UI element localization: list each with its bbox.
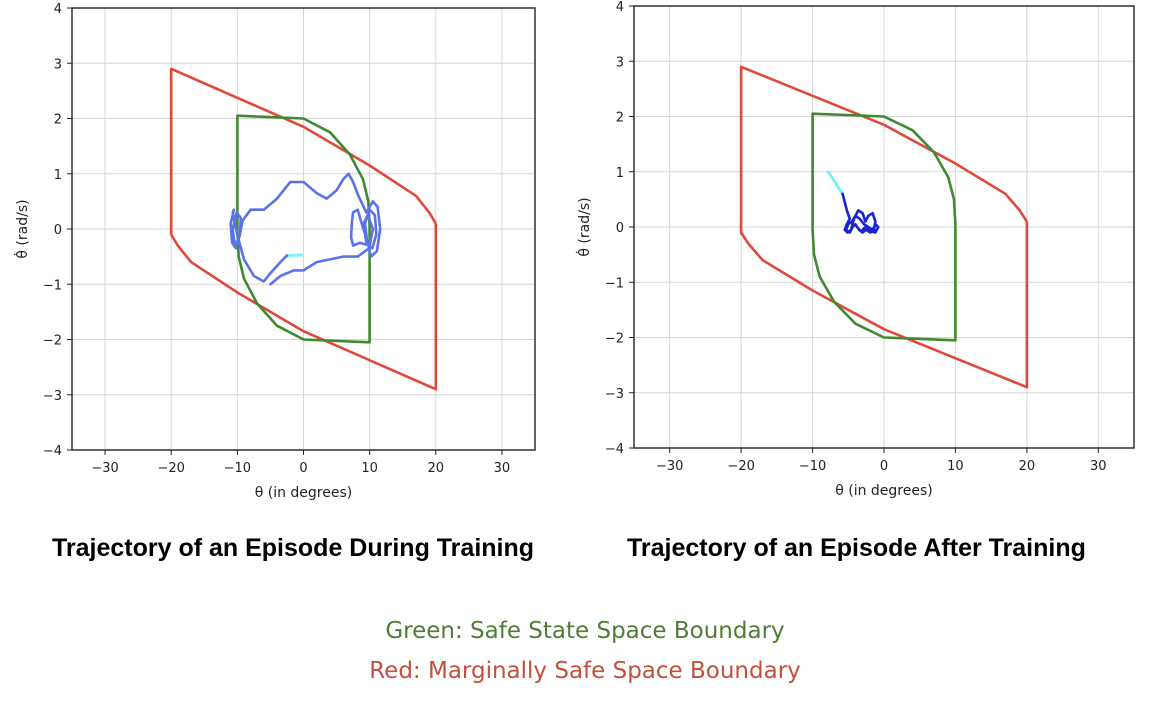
left-trajectory-start-line — [285, 253, 303, 257]
right-y-axis-label: θ̇ (rad/s) — [575, 197, 593, 256]
right-y-tick-label: 2 — [616, 111, 624, 126]
left-marginal-boundary-line — [169, 67, 438, 391]
legend-marginal-boundary: Red: Marginally Safe Space Boundary — [369, 658, 801, 684]
left-trajectory-line — [229, 172, 382, 286]
right-x-tick-label: −10 — [799, 459, 826, 474]
left-y-tick-label: −2 — [43, 334, 62, 349]
left-y-tick-label: 3 — [54, 57, 62, 72]
right-x-tick-label: −20 — [727, 459, 754, 474]
left-y-tick-label: 0 — [54, 223, 62, 238]
left-x-tick-label: −30 — [91, 461, 118, 476]
left-y-tick-label: 2 — [54, 113, 62, 128]
right-marginal-boundary-line — [739, 65, 1029, 389]
right-x-tick-label: 30 — [1090, 459, 1107, 474]
right-y-tick-label: −1 — [605, 276, 624, 291]
right-x-axis-label: θ (in degrees) — [835, 483, 933, 499]
right-y-tick-label: −4 — [605, 442, 624, 457]
right-safe-boundary-line — [811, 112, 957, 342]
right-y-tick-label: 1 — [616, 166, 624, 181]
left-x-tick-label: 0 — [299, 461, 307, 476]
left-y-tick-label: 1 — [54, 168, 62, 183]
legend-safe-boundary: Green: Safe State Space Boundary — [385, 618, 785, 644]
right-y-tick-label: −2 — [605, 332, 624, 347]
right-x-tick-label: 10 — [947, 459, 964, 474]
left-x-tick-label: −10 — [224, 461, 251, 476]
right-y-tick-label: 4 — [616, 0, 624, 15]
caption-during-training: Trajectory of an Episode During Training — [52, 534, 535, 562]
left-x-axis-label: θ (in degrees) — [255, 485, 353, 501]
right-x-tick-label: −30 — [656, 459, 683, 474]
left-x-tick-label: 20 — [428, 461, 445, 476]
right-y-tick-label: −3 — [605, 387, 624, 402]
right-y-tick-label: 3 — [616, 55, 624, 70]
left-x-tick-label: 10 — [361, 461, 378, 476]
left-y-tick-label: 4 — [54, 2, 62, 17]
right-trajectory-start-line — [826, 170, 845, 196]
left-y-tick-label: −3 — [43, 389, 62, 404]
right-x-tick-label: 20 — [1019, 459, 1036, 474]
left-y-tick-label: −1 — [43, 278, 62, 293]
right-trajectory-line — [841, 192, 880, 234]
left-x-tick-label: 30 — [494, 461, 511, 476]
chart-during-training: −30 −20 −10 0 10 20 30 −4 −3 −2 −1 0 1 2 3 4 θ (in degre… — [0, 0, 560, 515]
right-y-tick-label: 0 — [616, 221, 624, 236]
left-y-axis-label: θ̇ (rad/s) — [13, 199, 31, 258]
caption-after-training: Trajectory of an Episode After Training — [627, 534, 1086, 562]
chart-after-training: −30 −20 −10 0 10 20 30 −4 −3 −2 −1 0 1 2 3 4 θ (in degre… — [570, 0, 1160, 515]
right-x-tick-label: 0 — [880, 459, 888, 474]
left-y-tick-label: −4 — [43, 444, 62, 459]
left-x-tick-label: −20 — [157, 461, 184, 476]
